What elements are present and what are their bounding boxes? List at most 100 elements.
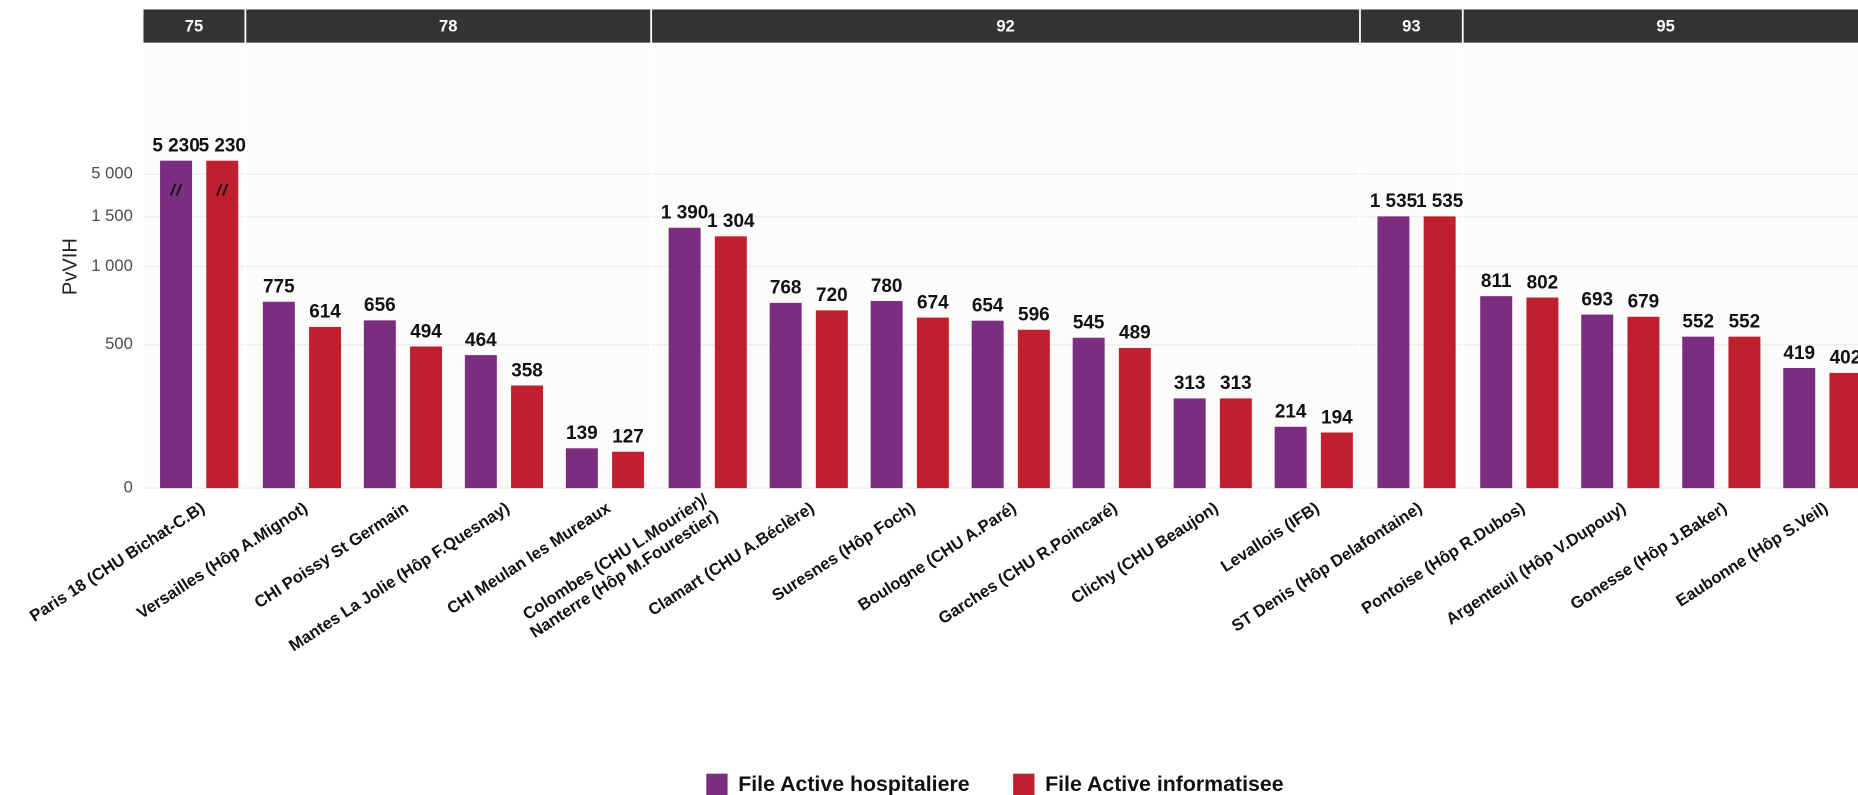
- axis-break: [216, 183, 223, 196]
- value-label: 674: [917, 292, 949, 313]
- bar: [612, 451, 645, 489]
- value-label: 720: [816, 285, 848, 306]
- value-label: 614: [309, 302, 341, 323]
- y-tick-label: 1 500: [91, 206, 133, 225]
- y-tick-label: 1 000: [91, 256, 133, 275]
- strip: [143, 9, 245, 43]
- bar: [1017, 329, 1050, 489]
- bar: [206, 160, 239, 489]
- strip-label: 78: [439, 17, 457, 36]
- value-label: 214: [1275, 402, 1307, 423]
- bar: [1682, 336, 1715, 489]
- value-label: 552: [1682, 311, 1714, 332]
- x-tick-label: Versailles (Hôp A.Mignot): [133, 498, 310, 622]
- strip-label: 93: [1402, 17, 1420, 36]
- bar: [916, 317, 949, 489]
- strip-label: 92: [996, 17, 1014, 36]
- bar: [815, 310, 848, 489]
- y-axis-label: PvVIH: [60, 238, 82, 295]
- value-label: 780: [871, 276, 903, 297]
- bar: [410, 346, 443, 489]
- strip-label: 75: [185, 17, 203, 36]
- value-label: 654: [972, 295, 1004, 316]
- x-tick-label: Levallois (IFB): [1217, 498, 1322, 576]
- value-label: 811: [1481, 271, 1512, 292]
- strip: [1360, 9, 1462, 43]
- value-label: 1 535: [1370, 191, 1417, 212]
- value-label: 489: [1119, 323, 1151, 344]
- value-label: 1 390: [661, 203, 708, 224]
- value-label: 768: [770, 278, 802, 299]
- bar: [870, 300, 903, 489]
- bar: [160, 160, 193, 489]
- value-label: 313: [1220, 373, 1252, 394]
- bar: [1219, 398, 1252, 489]
- bar: [1072, 337, 1105, 489]
- strip: [652, 9, 1360, 43]
- value-label: 545: [1073, 313, 1105, 334]
- value-label: 127: [612, 427, 644, 448]
- bar: [1320, 432, 1353, 489]
- bar: [971, 320, 1004, 489]
- bar: [1829, 372, 1858, 489]
- value-label: 139: [566, 423, 598, 444]
- x-tick-label: Garches (CHU R.Poincaré): [935, 498, 1121, 628]
- bar: [714, 236, 747, 489]
- y-tick-label: 500: [105, 334, 133, 353]
- bar: [1480, 296, 1513, 489]
- y-tick-label: 5 000: [91, 164, 133, 183]
- legend-label: File Active informatisee: [1045, 772, 1284, 795]
- value-label: 494: [410, 321, 442, 342]
- bar: [1274, 426, 1307, 489]
- bar: [464, 355, 497, 489]
- bar: [363, 320, 396, 489]
- value-label: 402: [1830, 348, 1858, 369]
- x-tick-label: Colombes (CHU L.Mourier)/Nanterre (Hôp M…: [516, 490, 722, 642]
- legend-swatch: [1013, 773, 1035, 795]
- value-label: 775: [263, 277, 295, 298]
- strip: [246, 9, 651, 43]
- legend-swatch: [706, 773, 728, 795]
- bar: [1118, 347, 1151, 489]
- bar: [769, 302, 802, 489]
- value-label: 656: [364, 295, 396, 316]
- value-label: 802: [1527, 272, 1559, 293]
- legend-label: File Active hospitaliere: [738, 772, 970, 795]
- bar: [262, 301, 295, 489]
- value-label: 194: [1321, 407, 1353, 428]
- axis-break: [222, 183, 229, 196]
- axis-break: [169, 183, 177, 196]
- value-label: 358: [511, 360, 543, 381]
- value-label: 419: [1783, 343, 1815, 364]
- value-label: 1 535: [1416, 191, 1463, 212]
- bar: [1526, 297, 1559, 489]
- bar: [668, 227, 701, 489]
- x-tick-label: Paris 18 (CHU Bichat-C.B): [26, 498, 208, 625]
- bar: [309, 326, 342, 489]
- x-tick-label: Argenteuil (Hôp V.Dupouy): [1442, 498, 1629, 628]
- axis-break: [175, 183, 183, 196]
- x-tick-label: ST Denis (Hôp Delafontaine): [1228, 498, 1425, 635]
- y-tick-label: 0: [124, 478, 133, 497]
- bar: [1377, 216, 1410, 489]
- strip-label: 95: [1656, 17, 1674, 36]
- value-label: 596: [1018, 305, 1050, 326]
- bar: [1728, 336, 1761, 489]
- bar: [511, 385, 544, 489]
- value-label: 1 304: [707, 211, 755, 232]
- strip: [1463, 9, 1858, 43]
- bar: [1783, 368, 1816, 489]
- value-label: 464: [465, 330, 497, 351]
- value-label: 313: [1174, 373, 1206, 394]
- value-label: 693: [1581, 289, 1613, 310]
- x-tick-label: Pontoise (Hôp R.Dubos): [1358, 498, 1528, 618]
- bar: [1173, 398, 1206, 489]
- value-label: 5 230: [152, 135, 199, 156]
- bar: [1581, 314, 1614, 489]
- bar: [1423, 216, 1456, 489]
- bar: [1627, 316, 1660, 489]
- value-label: 5 230: [199, 135, 246, 156]
- value-label: 679: [1628, 292, 1660, 313]
- bar: [565, 448, 598, 489]
